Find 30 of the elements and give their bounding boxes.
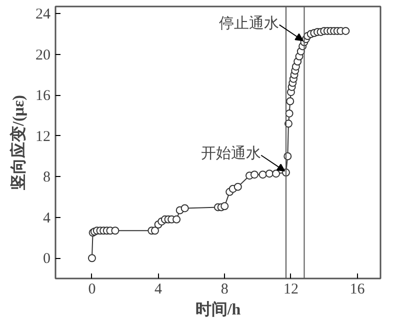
point (234, 182, 242, 191)
y-tick-label: 4 (43, 210, 51, 226)
y-tick-label: 12 (36, 128, 50, 145)
y-tick-label: 24 (36, 6, 51, 23)
y-tick-label: 16 (36, 88, 51, 104)
x-tick-label: 16 (350, 282, 366, 298)
x-tick-label: 4 (154, 282, 163, 298)
point (285, 109, 294, 118)
point (172, 215, 181, 224)
annotation: 停止通水 (219, 14, 280, 32)
point (150, 226, 159, 235)
point (265, 170, 274, 178)
y-tick-label: 8 (43, 170, 50, 186)
point (250, 170, 258, 179)
point (220, 202, 229, 210)
x-tick-label: 12 (283, 282, 298, 298)
y-axis-title: 竖向应变/(με) (8, 94, 28, 192)
point (111, 226, 120, 235)
y-tick-label: 0 (43, 251, 50, 268)
annotation: 开始通水 (200, 145, 261, 162)
x-tick-label: 0 (88, 282, 96, 298)
point (342, 26, 350, 35)
point (88, 254, 96, 262)
y-tick-label: 20 (36, 47, 50, 64)
x-tick-label: 8 (220, 282, 228, 298)
point (258, 170, 267, 179)
point (180, 204, 189, 212)
x-axis-title: 时间/h (195, 300, 241, 318)
point (272, 170, 280, 178)
point (286, 97, 294, 106)
